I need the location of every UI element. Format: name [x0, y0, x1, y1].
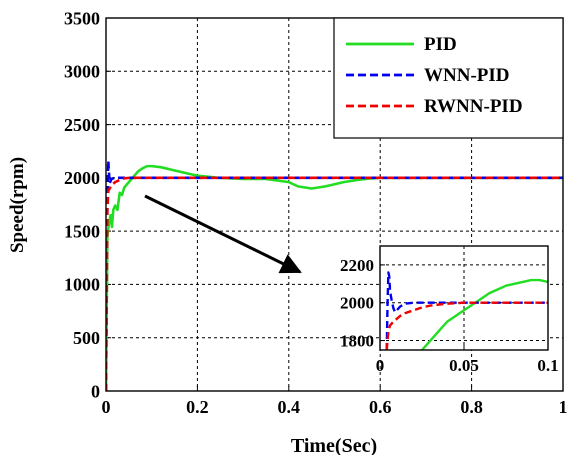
x-tick-label: 0.2	[186, 397, 209, 417]
y-tick-label: 2000	[64, 168, 100, 188]
inset-chart: 0 0.05 0.1 1800 2000 2200	[340, 246, 559, 375]
y-tick-label: 2500	[64, 115, 100, 135]
x-axis-label: Time(Sec)	[291, 435, 377, 455]
inset-x-tick-label: 0	[376, 356, 385, 375]
inset-x-tick-label: 0.1	[537, 356, 558, 375]
y-tick-label: 500	[73, 328, 100, 348]
legend: PID WNN-PID RWNN-PID	[334, 18, 563, 138]
zoom-annotation	[145, 196, 300, 272]
inset-y-tick-label: 2200	[340, 256, 374, 275]
y-tick-label: 0	[91, 381, 100, 401]
zoom-arrow	[145, 196, 300, 272]
y-tick-label: 1000	[64, 275, 100, 295]
x-tick-label: 1	[559, 397, 567, 417]
legend-label-rwnn-pid: RWNN-PID	[424, 96, 523, 117]
y-tick-label: 3000	[64, 62, 100, 82]
inset-y-tick-label: 1800	[340, 331, 374, 350]
x-tick-label: 0.6	[369, 397, 392, 417]
inset-background	[380, 246, 548, 350]
legend-label-pid: PID	[424, 34, 457, 55]
y-tick-label: 1500	[64, 221, 100, 241]
inset-x-tick-label: 0.05	[449, 356, 479, 375]
y-tick-label: 3500	[64, 8, 100, 28]
legend-label-wnn-pid: WNN-PID	[424, 65, 510, 86]
x-tick-label: 0.4	[278, 397, 301, 417]
inset-y-tick-label: 2000	[340, 294, 374, 313]
x-tick-label: 0.8	[460, 397, 483, 417]
y-axis-label: Speed(rpm)	[7, 157, 28, 253]
x-tick-label: 0	[102, 397, 111, 417]
